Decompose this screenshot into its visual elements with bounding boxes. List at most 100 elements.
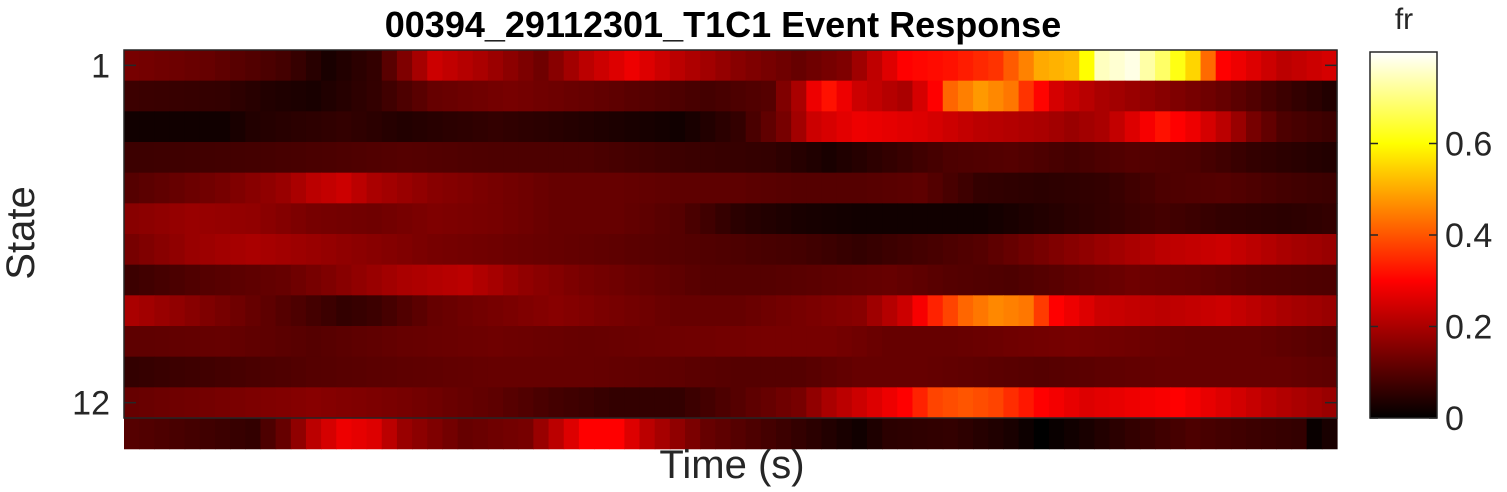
heatmap-cell [1306, 80, 1323, 112]
heatmap-cell [821, 80, 838, 112]
heatmap-cell [1246, 111, 1262, 143]
heatmap-cell [336, 172, 353, 204]
heatmap-cell [1079, 234, 1095, 266]
heatmap-cell [806, 295, 823, 327]
heatmap-cell [1155, 295, 1171, 327]
heatmap-cell [866, 295, 883, 327]
heatmap-cell [139, 203, 155, 235]
heatmap-cell [503, 418, 519, 450]
heatmap-cell [578, 295, 595, 327]
heatmap-cell [669, 80, 686, 112]
heatmap-cell [730, 50, 747, 82]
heatmap-cell [1276, 234, 1293, 266]
heatmap-cell [427, 418, 444, 450]
heatmap-cell [973, 326, 989, 358]
heatmap-cell [154, 326, 171, 358]
heatmap-cell [199, 234, 216, 266]
heatmap-cell [412, 111, 428, 143]
heatmap-cell [715, 203, 732, 235]
heatmap-cell [1124, 295, 1141, 327]
heatmap-cell [882, 356, 898, 388]
heatmap-cell [897, 111, 914, 143]
heatmap-cell [988, 264, 1005, 296]
heatmap-cell [836, 326, 853, 358]
heatmap-cell [639, 264, 656, 296]
heatmap-cell [321, 111, 337, 143]
heatmap-cell [836, 264, 853, 296]
heatmap-cell [821, 234, 838, 266]
heatmap-cell [412, 326, 428, 358]
heatmap-cell [154, 356, 171, 388]
heatmap-cell [760, 356, 777, 388]
heatmap-cell [396, 295, 413, 327]
heatmap-cell [806, 203, 823, 235]
heatmap-cell [1048, 326, 1065, 358]
heatmap-cell [609, 172, 625, 204]
heatmap-cell [487, 80, 504, 112]
heatmap-cell [791, 326, 807, 358]
heatmap-cell [836, 50, 853, 82]
heatmap-cell [1230, 356, 1247, 388]
heatmap-cell [1033, 387, 1050, 419]
heatmap-cell [836, 356, 853, 388]
heatmap-cell [654, 80, 671, 112]
heatmap-cell [1276, 264, 1293, 296]
heatmap-cell [836, 172, 853, 204]
heatmap-cell [669, 172, 686, 204]
heatmap-cell [821, 111, 838, 143]
heatmap-cell [715, 111, 732, 143]
heatmap-cell [412, 387, 428, 419]
heatmap-cell [594, 203, 610, 235]
heatmap-cell [942, 264, 959, 296]
heatmap-cell [609, 326, 625, 358]
heatmap-cell [381, 50, 398, 82]
heatmap-cell [700, 142, 716, 174]
heatmap-cell [851, 264, 868, 296]
heatmap-cell [654, 50, 671, 82]
heatmap-cell [685, 387, 701, 419]
heatmap-cell [487, 418, 504, 450]
heatmap-cell [1079, 387, 1095, 419]
heatmap-cell [1109, 418, 1126, 450]
heatmap-cell [685, 418, 701, 450]
heatmap-cell [1321, 80, 1338, 112]
heatmap-cell [472, 172, 489, 204]
heatmap-cell [730, 326, 747, 358]
heatmap-cell [1018, 356, 1035, 388]
heatmap-cell [1170, 387, 1186, 419]
heatmap-cell [154, 111, 171, 143]
heatmap-cell [305, 172, 322, 204]
heatmap-cell [199, 264, 216, 296]
heatmap-cell [927, 387, 944, 419]
heatmap-cell [1109, 172, 1126, 204]
heatmap-cell [700, 111, 716, 143]
heatmap-cell [124, 264, 140, 296]
heatmap-cell [1124, 111, 1141, 143]
heatmap-cell [1124, 172, 1141, 204]
heatmap-cell [1124, 264, 1141, 296]
heatmap-cell [1306, 172, 1323, 204]
heatmap-cell [1064, 326, 1080, 358]
heatmap-cell [245, 326, 262, 358]
heatmap-cell [1215, 356, 1232, 388]
heatmap-cell [1291, 142, 1308, 174]
heatmap-cell [745, 80, 762, 112]
heatmap-cell [851, 80, 868, 112]
heatmap-cell [214, 356, 231, 388]
heatmap-cell [897, 203, 914, 235]
heatmap-cell [942, 326, 959, 358]
heatmap-cell [366, 142, 383, 174]
heatmap-cell [578, 326, 595, 358]
heatmap-cell [806, 326, 823, 358]
heatmap-cell [669, 418, 686, 450]
heatmap-cell [245, 80, 262, 112]
heatmap-cell [1079, 356, 1095, 388]
heatmap-cell [518, 387, 534, 419]
heatmap-cell [214, 418, 231, 450]
heatmap-cell [730, 387, 747, 419]
heatmap-cell [639, 326, 656, 358]
heatmap-cell [912, 234, 929, 266]
heatmap-cell [184, 50, 201, 82]
heatmap-cell [654, 142, 671, 174]
heatmap-cell [1048, 418, 1065, 450]
